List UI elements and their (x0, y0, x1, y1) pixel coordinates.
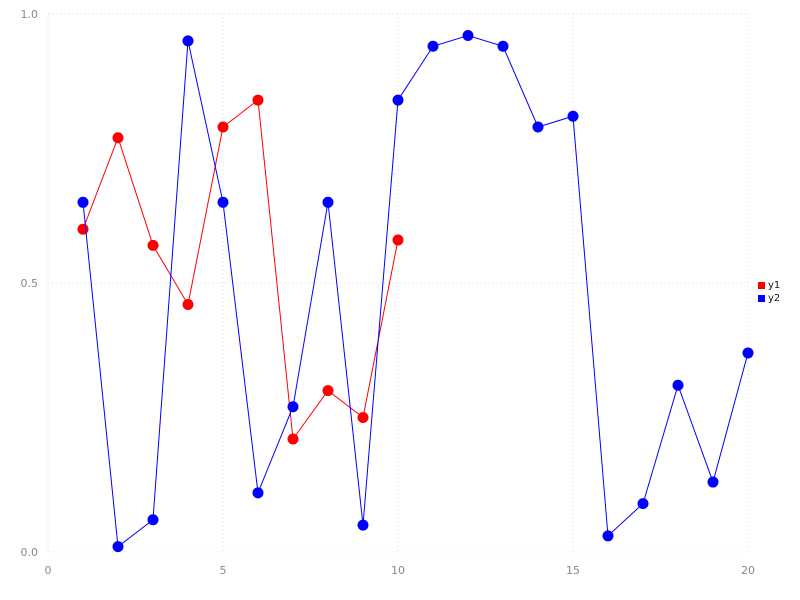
legend-item-y1: y1 (758, 280, 780, 291)
data-point-y2 (707, 476, 719, 488)
data-point-y2 (322, 196, 334, 208)
x-axis-tick-label: 20 (741, 564, 755, 577)
legend-label-y2: y2 (768, 293, 781, 304)
data-point-y1 (77, 223, 89, 235)
data-point-y1 (252, 94, 264, 106)
y-axis-tick-label: 1.0 (21, 8, 39, 21)
legend-item-y2: y2 (758, 293, 780, 304)
chart-legend: y1 y2 (758, 280, 780, 304)
series-line-y2 (82, 34, 749, 548)
data-point-y1 (112, 132, 124, 144)
y-axis-tick-label: 0.0 (21, 546, 39, 559)
data-point-y2 (182, 35, 194, 47)
data-point-y2 (147, 514, 159, 526)
data-point-y2 (392, 94, 404, 106)
x-axis-tick-label: 0 (45, 564, 52, 577)
data-point-y2 (567, 110, 579, 122)
data-point-y2 (602, 530, 614, 542)
data-point-y2 (532, 121, 544, 133)
data-point-y1 (147, 239, 159, 251)
data-point-y1 (217, 121, 229, 133)
data-point-y2 (742, 347, 754, 359)
data-point-y2 (427, 40, 439, 52)
legend-label-y1: y1 (768, 280, 781, 291)
data-point-y2 (462, 30, 474, 42)
data-point-y1 (287, 433, 299, 445)
data-point-y2 (287, 401, 299, 413)
legend-swatch-y1 (758, 282, 765, 289)
x-axis-tick-label: 10 (391, 564, 405, 577)
series-line-y1 (82, 99, 399, 441)
data-point-y2 (252, 487, 264, 499)
data-point-y1 (182, 299, 194, 311)
x-axis-tick-label: 15 (566, 564, 580, 577)
data-point-y2 (357, 519, 369, 531)
legend-swatch-y2 (758, 295, 765, 302)
data-point-y2 (497, 40, 509, 52)
y-axis-tick-label: 0.5 (21, 277, 39, 290)
data-point-y2 (637, 498, 649, 510)
data-point-y2 (77, 196, 89, 208)
data-point-y2 (672, 379, 684, 391)
data-point-y1 (322, 385, 334, 397)
data-point-y2 (217, 196, 229, 208)
data-point-y2 (112, 541, 124, 553)
x-axis-tick-label: 5 (220, 564, 227, 577)
data-point-y1 (357, 412, 369, 423)
data-point-y1 (392, 234, 404, 246)
